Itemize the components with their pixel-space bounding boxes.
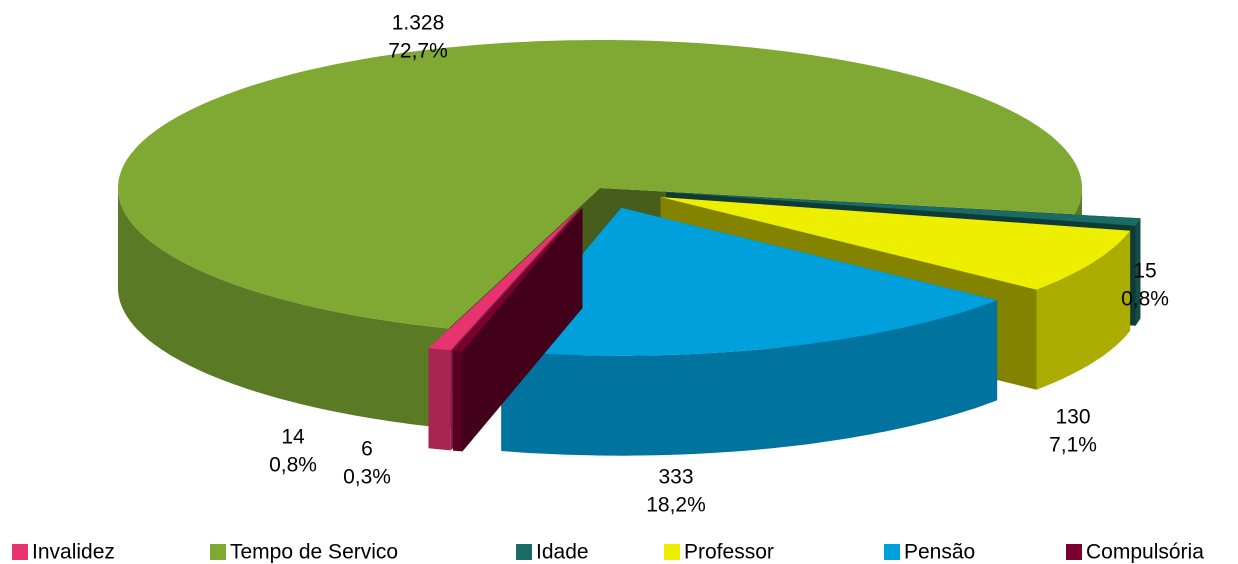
legend-label: Pensão (904, 541, 975, 564)
percent-label: 0,8% (269, 454, 317, 477)
legend-swatch (12, 544, 28, 560)
value-label: 1.328 (392, 12, 445, 35)
slice-wall (428, 348, 451, 451)
percent-label: 0,3% (343, 466, 391, 489)
slice-wall (1036, 230, 1131, 390)
slice (452, 208, 583, 452)
value-label: 333 (658, 466, 693, 489)
legend-swatch (210, 544, 226, 560)
slice-top (452, 208, 583, 352)
percent-label: 7,1% (1049, 434, 1097, 457)
slice-top (660, 197, 1131, 290)
legend-label: Compulsória (1086, 541, 1204, 564)
legend-label: Invalidez (32, 541, 115, 564)
value-label: 14 (281, 426, 305, 449)
legend-label: Idade (536, 541, 589, 564)
percent-label: 0,8% (1121, 288, 1169, 311)
slice-wall (452, 350, 463, 452)
value-label: 15 (1133, 260, 1156, 283)
legend-label: Professor (684, 541, 774, 564)
legend-swatch (884, 544, 900, 560)
legend-swatch (1066, 544, 1082, 560)
slice-wall (1135, 218, 1141, 326)
legend-swatch (664, 544, 680, 560)
percent-label: 72,7% (388, 40, 448, 63)
slice-top (118, 40, 1082, 329)
value-label: 130 (1055, 406, 1090, 429)
slice-wall (118, 188, 449, 429)
slice (501, 207, 998, 456)
legend-label: Tempo de Servico (230, 541, 398, 564)
value-label: 6 (361, 438, 373, 461)
slice-top (666, 192, 1141, 226)
slice-wall (501, 300, 998, 456)
slice-top (428, 207, 581, 351)
slice-top (501, 207, 998, 356)
slice-side (452, 208, 583, 451)
legend-swatch (516, 544, 532, 560)
percent-label: 18,2% (646, 494, 706, 517)
